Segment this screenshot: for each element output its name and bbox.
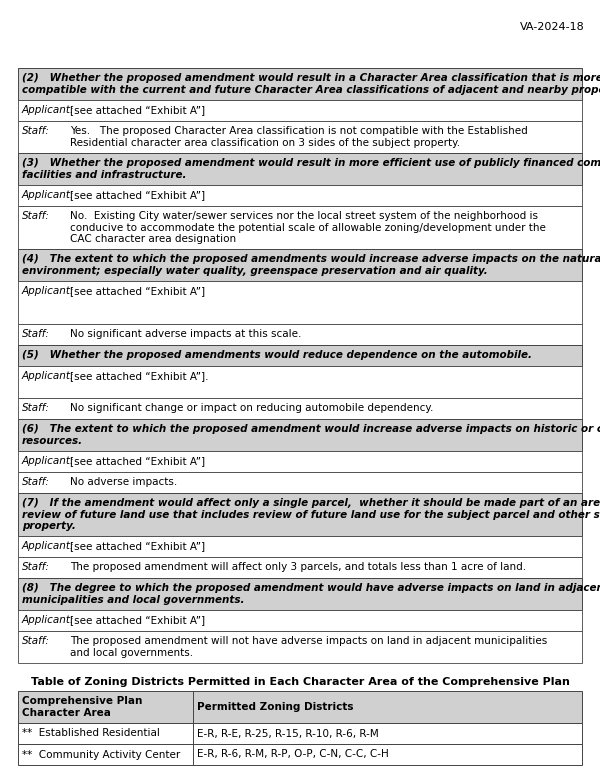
Text: (7)   If the amendment would affect only a single parcel,  whether it should be : (7) If the amendment would affect only a… — [22, 498, 600, 532]
Text: Comprehensive Plan
Character Area: Comprehensive Plan Character Area — [22, 696, 142, 718]
Text: Applicant:: Applicant: — [22, 105, 74, 115]
Text: **  Community Activity Center: ** Community Activity Center — [22, 750, 180, 760]
Text: [see attached “Exhibit A”]: [see attached “Exhibit A”] — [70, 615, 205, 625]
Text: No significant change or impact on reducing automobile dependency.: No significant change or impact on reduc… — [70, 403, 433, 413]
Text: Staff:: Staff: — [22, 562, 50, 572]
Bar — [18, 153, 582, 185]
Text: Applicant:: Applicant: — [22, 456, 74, 466]
Text: The proposed amendment will not have adverse impacts on land in adjacent municip: The proposed amendment will not have adv… — [70, 636, 547, 657]
Bar — [18, 493, 582, 536]
Text: E-R, R-6, R-M, R-P, O-P, C-N, C-C, C-H: E-R, R-6, R-M, R-P, O-P, C-N, C-C, C-H — [197, 750, 389, 760]
Text: Yes.   The proposed Character Area classification is not compatible with the Est: Yes. The proposed Character Area classif… — [70, 126, 528, 147]
Text: (6)   The extent to which the proposed amendment would increase adverse impacts : (6) The extent to which the proposed ame… — [22, 424, 600, 445]
Text: (2)   Whether the proposed amendment would result in a Character Area classifica: (2) Whether the proposed amendment would… — [22, 73, 600, 95]
Text: [see attached “Exhibit A”]: [see attached “Exhibit A”] — [70, 105, 205, 115]
Text: [see attached “Exhibit A”]: [see attached “Exhibit A”] — [70, 541, 205, 551]
Bar — [18, 744, 582, 765]
Text: Applicant:: Applicant: — [22, 615, 74, 625]
Bar — [18, 281, 582, 324]
Bar — [18, 472, 582, 493]
Text: VA-2024-18: VA-2024-18 — [520, 22, 585, 32]
Text: No.  Existing City water/sewer services nor the local street system of the neigh: No. Existing City water/sewer services n… — [70, 211, 546, 244]
Bar — [18, 723, 582, 744]
Text: E-R, R-E, R-25, R-15, R-10, R-6, R-M: E-R, R-E, R-25, R-15, R-10, R-6, R-M — [197, 729, 379, 739]
Bar — [18, 206, 582, 249]
Text: Applicant:: Applicant: — [22, 371, 74, 381]
Bar — [18, 691, 582, 723]
Text: (8)   The degree to which the proposed amendment would have adverse impacts on l: (8) The degree to which the proposed ame… — [22, 583, 600, 605]
Text: (3)   Whether the proposed amendment would result in more efficient use of publi: (3) Whether the proposed amendment would… — [22, 158, 600, 179]
Text: [see attached “Exhibit A”].: [see attached “Exhibit A”]. — [70, 371, 209, 381]
Text: Table of Zoning Districts Permitted in Each Character Area of the Comprehensive : Table of Zoning Districts Permitted in E… — [31, 677, 569, 687]
Text: Staff:: Staff: — [22, 636, 50, 646]
Bar — [18, 324, 582, 345]
Text: [see attached “Exhibit A”]: [see attached “Exhibit A”] — [70, 286, 205, 296]
Bar — [18, 631, 582, 663]
Text: (4)   The extent to which the proposed amendments would increase adverse impacts: (4) The extent to which the proposed ame… — [22, 254, 600, 275]
Text: No significant adverse impacts at this scale.: No significant adverse impacts at this s… — [70, 329, 301, 339]
Text: Staff:: Staff: — [22, 403, 50, 413]
Bar — [18, 121, 582, 153]
Text: Staff:: Staff: — [22, 329, 50, 339]
Text: Staff:: Staff: — [22, 211, 50, 221]
Bar — [18, 451, 582, 472]
Bar — [18, 345, 582, 366]
Text: [see attached “Exhibit A”]: [see attached “Exhibit A”] — [70, 190, 205, 200]
Text: The proposed amendment will affect only 3 parcels, and totals less than 1 acre o: The proposed amendment will affect only … — [70, 562, 526, 572]
Text: [see attached “Exhibit A”]: [see attached “Exhibit A”] — [70, 456, 205, 466]
Text: Applicant:: Applicant: — [22, 190, 74, 200]
Bar — [18, 68, 582, 100]
Bar — [18, 366, 582, 398]
Bar — [18, 185, 582, 206]
Text: Applicant:: Applicant: — [22, 541, 74, 551]
Bar — [18, 578, 582, 610]
Text: Applicant:: Applicant: — [22, 286, 74, 296]
Bar — [18, 249, 582, 281]
Text: (5)   Whether the proposed amendments would reduce dependence on the automobile.: (5) Whether the proposed amendments woul… — [22, 350, 532, 360]
Text: **  Established Residential: ** Established Residential — [22, 729, 160, 739]
Bar — [18, 398, 582, 419]
Bar — [18, 536, 582, 557]
Text: Permitted Zoning Districts: Permitted Zoning Districts — [197, 702, 353, 712]
Bar — [18, 419, 582, 451]
Bar — [18, 610, 582, 631]
Text: No adverse impacts.: No adverse impacts. — [70, 477, 177, 487]
Bar — [18, 557, 582, 578]
Text: Staff:: Staff: — [22, 126, 50, 136]
Text: Staff:: Staff: — [22, 477, 50, 487]
Bar — [18, 100, 582, 121]
